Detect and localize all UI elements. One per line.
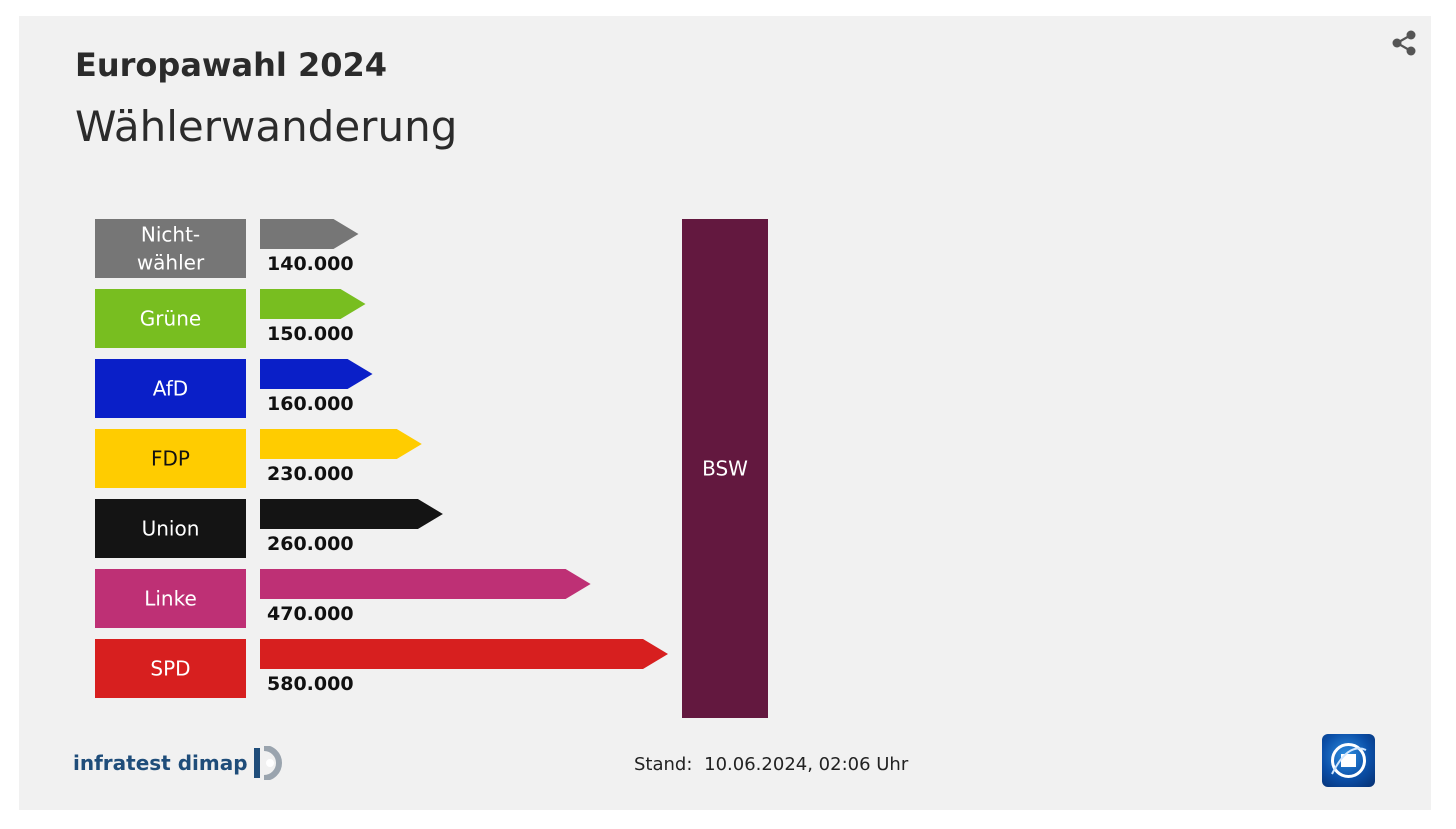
party-label: AfD — [153, 377, 188, 401]
flow-value-label: 580.000 — [267, 673, 354, 695]
flow-row: AfD 160.000 — [95, 359, 373, 418]
flow-row: Linke 470.000 — [95, 569, 591, 628]
infratest-dimap-logo: infratest dimap — [73, 746, 288, 780]
flow-value-label: 140.000 — [267, 253, 354, 275]
flow-value-label: 160.000 — [267, 393, 354, 415]
chart-subtitle: Wählerwanderung — [75, 102, 458, 151]
party-label-box — [95, 359, 246, 418]
flow-arrow — [260, 219, 359, 249]
infratest-dimap-icon — [253, 746, 282, 780]
flow-arrow — [260, 359, 373, 389]
flow-row: FDP 230.000 — [95, 429, 422, 488]
flow-arrow — [260, 569, 591, 599]
share-icon[interactable] — [1389, 28, 1419, 58]
flow-arrow — [260, 499, 443, 529]
party-label: Grüne — [140, 307, 201, 331]
flow-value-label: 230.000 — [267, 463, 354, 485]
stand-timestamp: Stand: 10.06.2024, 02:06 Uhr — [634, 754, 908, 775]
flow-row: Grüne 150.000 — [95, 289, 366, 348]
flow-value-label: 150.000 — [267, 323, 354, 345]
target-party-label: BSW — [702, 457, 748, 481]
party-label-box — [95, 499, 246, 558]
chart-card: Europawahl 2024 Wählerwanderung Nicht-wä… — [19, 16, 1431, 810]
party-label-box — [95, 289, 246, 348]
tagesschau-logo — [1322, 734, 1375, 787]
party-label-box — [95, 219, 246, 278]
flow-arrow — [260, 639, 668, 669]
party-label: FDP — [151, 447, 190, 471]
chart-title: Europawahl 2024 — [75, 46, 388, 84]
flow-row: Nicht-wähler 140.000 — [95, 219, 359, 278]
migration-chart: Nicht-wähler 140.000 Grüne 150.000 AfD 160.00… — [95, 219, 768, 718]
flow-row: Union 260.000 — [95, 499, 443, 558]
source-wordmark: infratest dimap — [73, 751, 248, 775]
party-label: Nicht-wähler — [137, 223, 205, 275]
flow-value-label: 260.000 — [267, 533, 354, 555]
party-label-box — [95, 569, 246, 628]
flow-value-label: 470.000 — [267, 603, 354, 625]
flow-arrow — [260, 429, 422, 459]
party-label-box — [95, 429, 246, 488]
stand-value: 10.06.2024, 02:06 Uhr — [704, 754, 909, 775]
party-label: Linke — [144, 587, 197, 611]
stand-label: Stand: — [634, 754, 693, 775]
party-label-box — [95, 639, 246, 698]
flow-row: SPD 580.000 — [95, 639, 668, 698]
flow-arrow — [260, 289, 366, 319]
tagesschau-icon — [1331, 743, 1367, 778]
party-label: SPD — [150, 657, 190, 681]
target-party-bar — [682, 219, 768, 718]
party-label: Union — [142, 517, 200, 541]
